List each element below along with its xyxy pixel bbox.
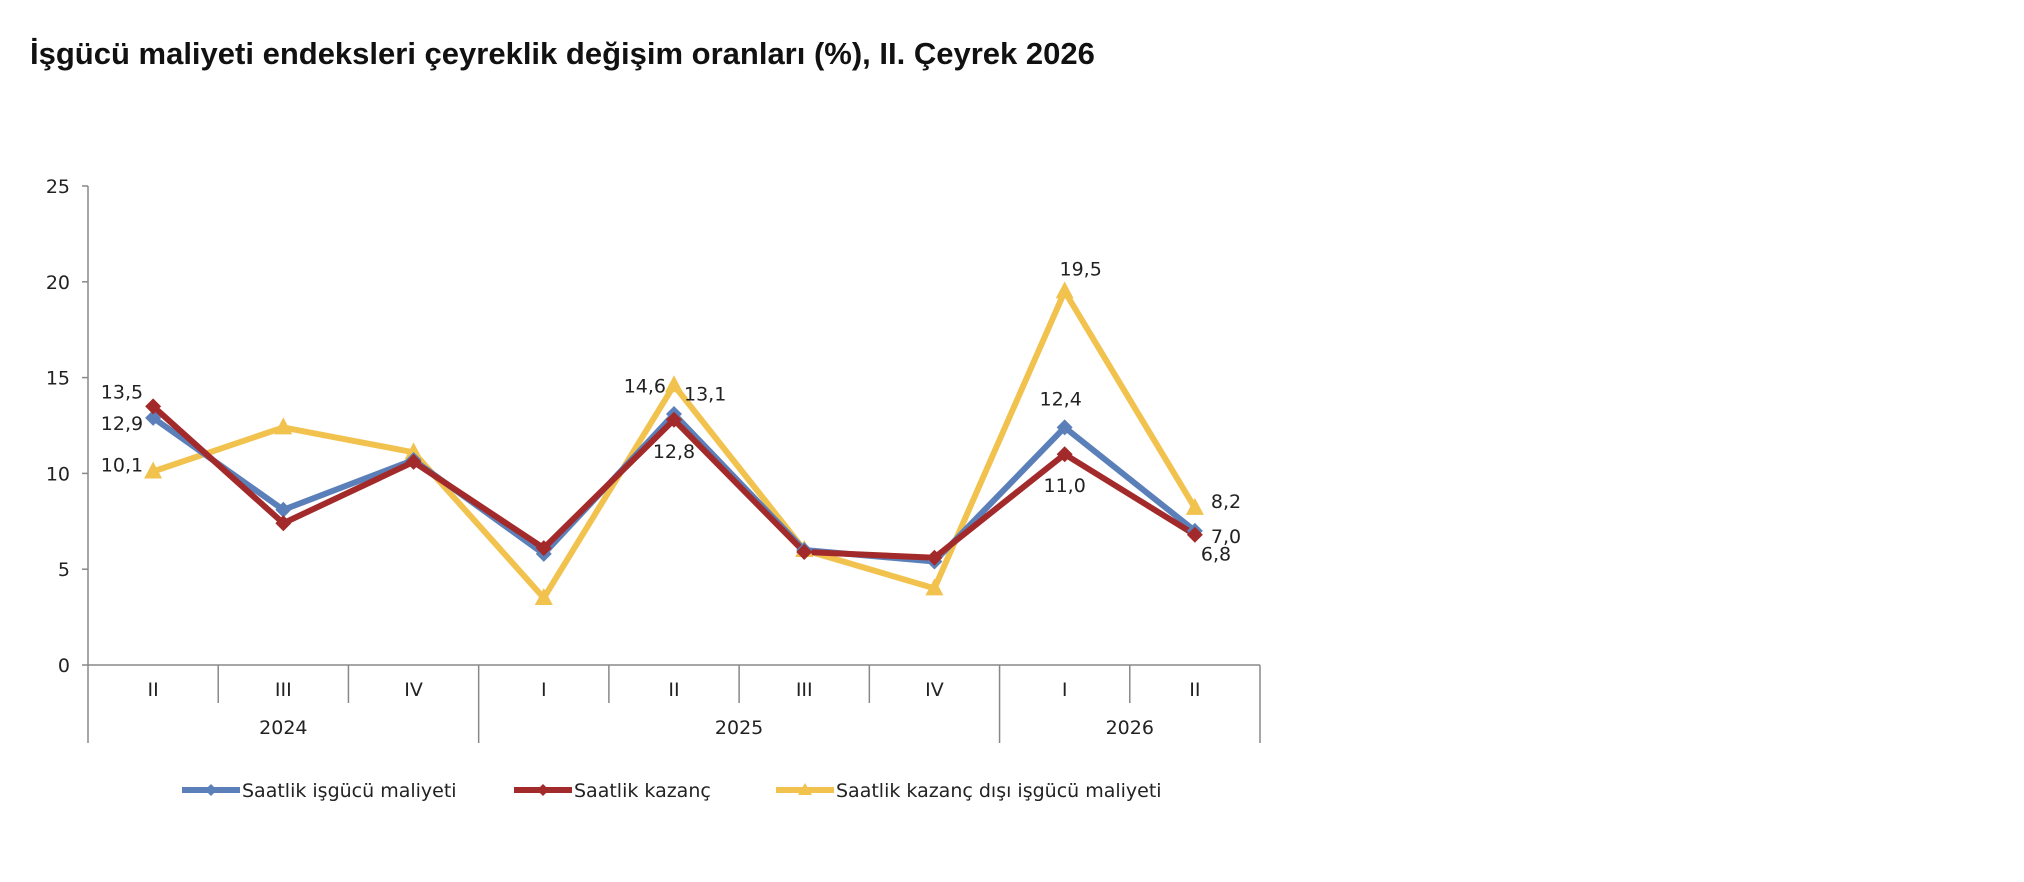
x-tick-label: I (541, 679, 547, 701)
data-label: 8,2 (1211, 491, 1241, 513)
y-tick-label: 0 (58, 655, 70, 677)
x-tick-label: II (148, 679, 159, 701)
data-label: 11,0 (1044, 475, 1086, 497)
legend-marker (798, 783, 812, 795)
x-group-label: 2026 (1106, 717, 1154, 739)
x-tick-label: III (796, 679, 813, 701)
data-label: 13,5 (101, 381, 143, 403)
data-point (145, 409, 162, 426)
data-label: 12,9 (101, 413, 143, 435)
x-tick-label: I (1062, 679, 1068, 701)
legend-marker (537, 784, 549, 796)
series-line (151, 404, 1197, 561)
data-label: 12,8 (653, 441, 695, 463)
data-label: 10,1 (101, 454, 143, 476)
data-point (405, 453, 422, 470)
y-tick-label: 15 (46, 368, 70, 390)
data-point (274, 417, 293, 435)
y-tick-label: 20 (46, 272, 70, 294)
data-label: 7,0 (1211, 526, 1241, 548)
data-point (404, 442, 423, 460)
x-tick-label: IV (404, 679, 423, 701)
data-point (535, 540, 552, 557)
chart-title: İşgücü maliyeti endeksleri çeyreklik değ… (30, 36, 1095, 71)
data-point (145, 398, 162, 415)
data-point (1185, 497, 1204, 515)
x-group-label: 2025 (715, 717, 763, 739)
x-tick-label: II (1189, 679, 1200, 701)
series-line (151, 409, 1197, 565)
data-label: 13,1 (684, 383, 726, 405)
legend-label: Saatlik kazanç (574, 780, 711, 802)
x-group-label: 2024 (259, 717, 307, 739)
data-point (534, 587, 553, 605)
data-label: 6,8 (1201, 544, 1231, 566)
data-point (665, 375, 683, 393)
data-point (666, 411, 682, 428)
data-label: 19,5 (1060, 258, 1102, 280)
data-label: 14,6 (624, 375, 666, 397)
data-point (1186, 526, 1203, 543)
data-point (1056, 419, 1073, 436)
legend-label: Saatlik kazanç dışı işgücü maliyeti (836, 780, 1162, 802)
y-tick-label: 10 (46, 463, 70, 485)
legend-label: Saatlik işgücü maliyeti (242, 780, 457, 802)
x-tick-label: II (668, 679, 679, 701)
data-point (144, 461, 163, 479)
data-point (275, 501, 292, 518)
data-point (925, 578, 944, 596)
data-point (1056, 446, 1073, 463)
y-tick-label: 25 (46, 176, 70, 198)
x-tick-label: IV (925, 679, 944, 701)
y-tick-label: 5 (58, 559, 70, 581)
data-point (1055, 281, 1074, 299)
data-point (796, 543, 813, 560)
data-point (926, 549, 943, 566)
x-tick-label: III (275, 679, 292, 701)
data-point (275, 515, 292, 532)
data-label: 12,4 (1040, 388, 1082, 410)
legend-marker (205, 784, 217, 796)
